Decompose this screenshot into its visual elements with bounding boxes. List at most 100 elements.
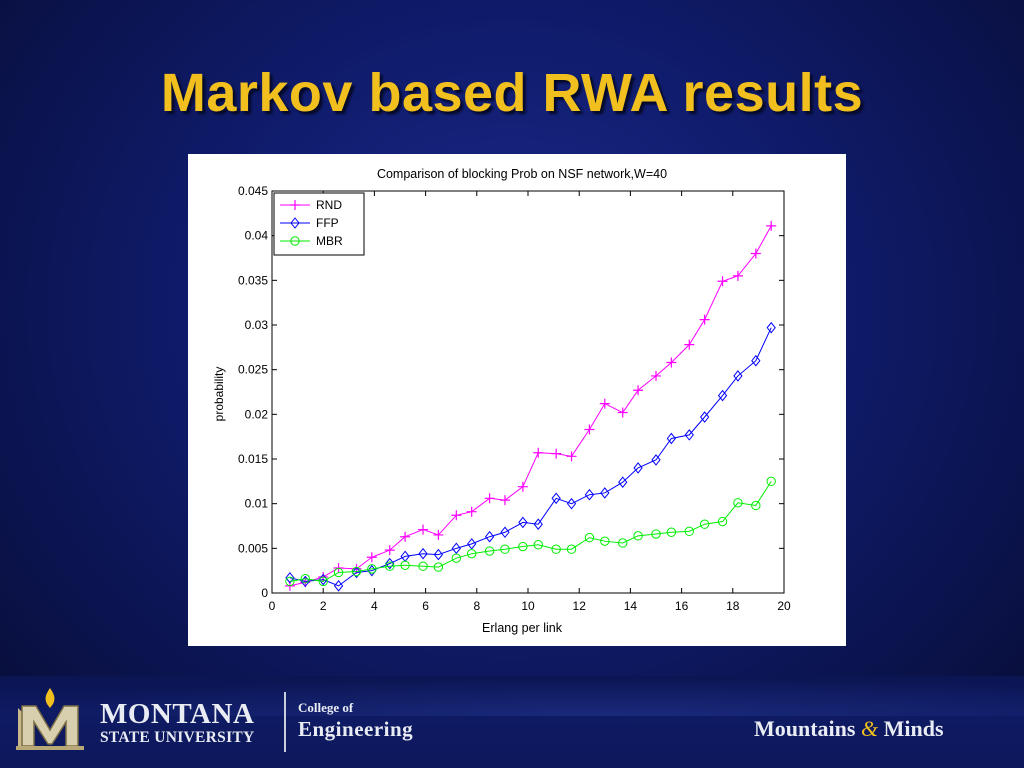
- x-tick-label: 2: [320, 599, 327, 613]
- y-tick-label: 0: [261, 586, 268, 600]
- legend-marker-mbr: [290, 236, 300, 246]
- data-point-rnd: [633, 385, 644, 396]
- legend-label-mbr: MBR: [316, 234, 343, 248]
- data-point-ffp: [566, 497, 577, 510]
- data-point-rnd: [551, 448, 562, 459]
- data-point-mbr: [285, 576, 295, 587]
- tagline-mountains: Mountains: [754, 716, 856, 741]
- data-point-mbr: [600, 536, 610, 546]
- data-point-mbr: [651, 529, 661, 539]
- data-point-ffp: [684, 429, 694, 441]
- footer-bar: [0, 676, 1024, 768]
- slide-title: Markov based RWA results: [160, 63, 864, 123]
- data-point-ffp: [418, 547, 428, 560]
- chart-panel: Comparison of blocking Prob on NSF netwo…: [188, 154, 846, 646]
- data-point-ffp: [733, 370, 743, 382]
- data-point-mbr: [518, 541, 528, 552]
- data-point-rnd: [533, 447, 544, 458]
- x-tick-label: 4: [371, 599, 378, 613]
- college-wordmark: College of Engineering: [298, 700, 413, 742]
- data-point-rnd: [699, 314, 710, 325]
- series-line-rnd: [289, 225, 772, 587]
- x-tick-label: 16: [675, 599, 689, 613]
- x-tick-label: 8: [473, 599, 480, 613]
- tagline-ampersand: &: [860, 716, 879, 741]
- x-tick-label: 0: [269, 599, 276, 613]
- x-axis-label: Erlang per link: [482, 621, 563, 635]
- data-point-mbr: [400, 560, 410, 571]
- data-point-rnd: [484, 493, 495, 504]
- data-point-rnd: [451, 510, 462, 521]
- series-line-mbr: [289, 481, 772, 582]
- y-tick-label: 0.02: [245, 407, 269, 421]
- data-point-ffp: [451, 542, 461, 555]
- series-line-ffp: [289, 327, 772, 587]
- data-point-ffp: [500, 526, 510, 539]
- data-point-rnd: [499, 495, 510, 506]
- data-point-rnd: [466, 506, 477, 517]
- data-point-ffp: [285, 572, 295, 584]
- data-point-ffp: [551, 492, 561, 505]
- data-point-ffp: [666, 432, 677, 445]
- data-point-mbr: [751, 500, 761, 511]
- university-name-line2: STATE UNIVERSITY: [100, 729, 255, 746]
- y-tick-label: 0.01: [245, 497, 269, 511]
- data-point-mbr: [367, 564, 377, 574]
- data-point-mbr: [484, 546, 495, 556]
- college-name-line1: College of: [298, 700, 354, 715]
- y-tick-label: 0.04: [245, 229, 269, 243]
- plot-area: 0 2 4 6 8 10 12 14 16 18 20 0 0.005 0.01 0.015 0.02 0.02…: [238, 184, 791, 613]
- y-tick-label: 0.035: [238, 273, 268, 287]
- data-point-mbr: [699, 519, 710, 529]
- data-point-mbr: [533, 540, 543, 550]
- university-wordmark: MONTANA STATE UNIVERSITY: [100, 700, 255, 747]
- data-point-mbr: [333, 567, 344, 578]
- legend-box: [273, 192, 365, 256]
- x-tick-label: 10: [521, 599, 535, 613]
- y-tick-label: 0.025: [238, 363, 268, 377]
- data-point-mbr: [717, 516, 728, 527]
- data-point-ffp: [600, 487, 610, 499]
- y-axis-label: probability: [212, 367, 226, 422]
- y-tick-label: 0.045: [238, 184, 268, 198]
- data-point-ffp: [699, 411, 710, 423]
- data-point-mbr: [351, 566, 362, 577]
- data-point-rnd: [651, 370, 661, 381]
- data-point-mbr: [633, 531, 643, 541]
- data-point-rnd: [666, 357, 677, 368]
- data-point-mbr: [451, 553, 462, 563]
- x-tick-label: 14: [624, 599, 638, 613]
- data-point-ffp: [484, 530, 495, 543]
- tagline: Mountains & Minds: [754, 716, 944, 742]
- blocking-probability-chart: Comparison of blocking Prob on NSF netwo…: [212, 167, 791, 635]
- data-point-mbr: [300, 574, 310, 584]
- data-point-rnd: [732, 270, 743, 281]
- data-point-ffp: [651, 454, 661, 466]
- data-point-ffp: [533, 518, 543, 531]
- data-point-ffp: [633, 462, 643, 474]
- data-point-mbr: [566, 544, 577, 554]
- data-point-rnd: [684, 339, 695, 350]
- data-point-mbr: [385, 561, 395, 571]
- data-point-rnd: [418, 524, 429, 535]
- data-point-ffp: [751, 354, 761, 367]
- data-point-rnd: [384, 545, 395, 556]
- data-point-mbr: [766, 476, 776, 487]
- data-point-mbr: [433, 562, 444, 572]
- y-tick-label: 0.015: [238, 452, 268, 466]
- data-point-ffp: [618, 476, 628, 489]
- data-point-rnd: [599, 398, 610, 409]
- data-point-mbr: [418, 561, 428, 571]
- data-point-rnd: [366, 552, 377, 563]
- data-point-ffp: [766, 321, 776, 334]
- data-point-mbr: [733, 498, 743, 508]
- data-point-ffp: [518, 516, 528, 529]
- data-point-rnd: [400, 531, 411, 542]
- data-point-ffp: [333, 580, 344, 592]
- data-point-ffp: [300, 575, 310, 588]
- college-name-line2: Engineering: [298, 717, 414, 741]
- data-point-ffp: [717, 389, 728, 402]
- data-point-ffp: [385, 557, 395, 570]
- tagline-minds: Minds: [883, 716, 944, 741]
- y-tick-label: 0.005: [238, 541, 268, 555]
